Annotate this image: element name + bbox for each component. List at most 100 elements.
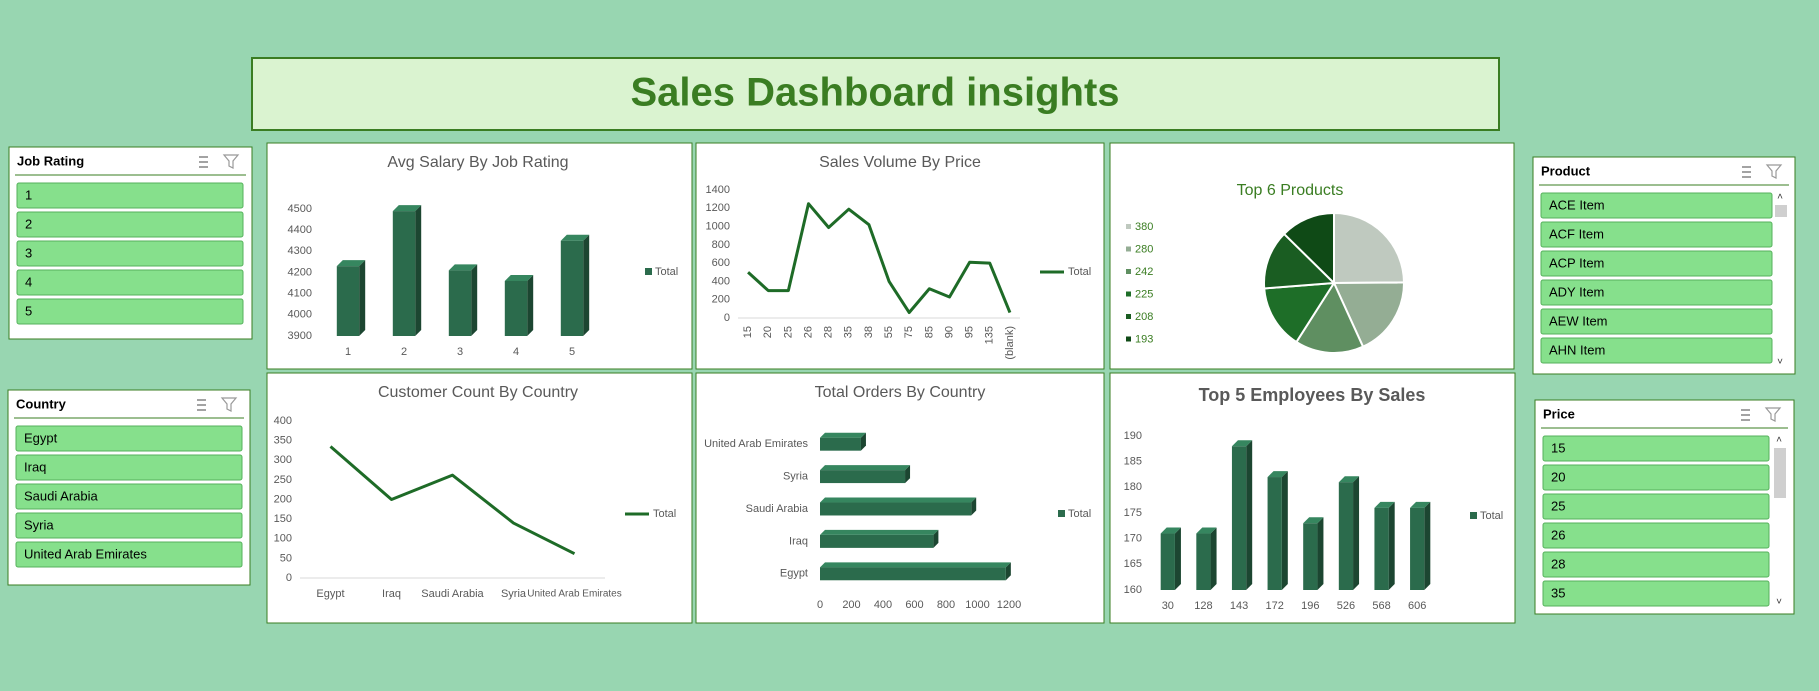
slicer-title: Price	[1543, 406, 1575, 421]
slicer-item[interactable]	[15, 512, 243, 539]
slicer-item-label: 5	[25, 303, 32, 318]
y-tick-label: 4300	[288, 245, 312, 257]
bar	[1196, 533, 1211, 590]
bar-top	[1374, 501, 1395, 508]
slicer-item[interactable]	[16, 240, 244, 267]
chart-title: Customer Count By Country	[378, 384, 578, 401]
y-tick-label: 1000	[706, 220, 730, 232]
x-tick-label: 15	[742, 326, 754, 338]
legend-marker	[1126, 269, 1131, 274]
slicer-item-label: ACE Item	[1549, 197, 1605, 212]
slicer-item-label: Syria	[24, 517, 54, 532]
y-tick-label: 400	[712, 275, 730, 287]
pie-slice	[1263, 232, 1337, 290]
legend-label: 193	[1135, 333, 1153, 345]
slicer-item[interactable]	[15, 425, 243, 452]
bar-side	[933, 529, 939, 548]
x-tick-label: Syria	[501, 588, 527, 600]
legend-label: Total	[655, 266, 678, 278]
multi-select-button[interactable]	[1735, 163, 1753, 181]
y-tick-label: 400	[274, 415, 292, 427]
x-tick-label: 3	[457, 346, 463, 358]
slicer-item[interactable]	[1542, 464, 1770, 491]
y-tick-label: 4400	[288, 224, 312, 236]
slicer-item[interactable]	[16, 182, 244, 209]
slicer-item-label: Egypt	[24, 430, 58, 445]
bar-top	[504, 274, 534, 281]
slicer-item-label: ADY Item	[1549, 284, 1604, 299]
slicer-item[interactable]	[1542, 493, 1770, 520]
x-tick-label: 200	[842, 599, 860, 611]
y-tick-label: 3900	[288, 330, 312, 342]
y-tick-label: 250	[274, 474, 292, 486]
multi-select-button[interactable]	[190, 396, 208, 414]
clear-filter-button[interactable]	[1765, 164, 1783, 179]
slicer-item[interactable]	[1540, 192, 1773, 219]
scroll-down: ˅	[1776, 597, 1782, 608]
slicer-item[interactable]	[16, 211, 244, 238]
clear-filter-button[interactable]	[1764, 407, 1782, 422]
bar-side	[415, 205, 422, 336]
bar-top	[1160, 527, 1181, 534]
slicer-item-label: 20	[1551, 469, 1565, 484]
y-tick-label: 4000	[288, 309, 312, 321]
scroll-down: ˅	[1777, 357, 1783, 368]
slicer-item[interactable]	[1540, 279, 1773, 306]
multi-select-button[interactable]	[192, 153, 210, 171]
clear-filter-button[interactable]	[222, 154, 240, 169]
x-tick-label: Saudi Arabia	[421, 588, 484, 600]
slicer-item[interactable]	[1542, 522, 1770, 549]
slicer-item-label: AHN Item	[1549, 342, 1605, 357]
slicer-item[interactable]	[1542, 435, 1770, 462]
x-tick-label: 4	[513, 346, 519, 358]
x-tick-label: 196	[1301, 600, 1319, 612]
y-tick-label: 165	[1124, 558, 1142, 570]
slicer-item[interactable]	[1542, 551, 1770, 578]
scroll-thumb[interactable]	[1774, 448, 1786, 498]
bar-top	[448, 264, 478, 271]
x-tick-label: Iraq	[382, 588, 401, 600]
y-tick-label: 50	[280, 552, 292, 564]
slicer-item[interactable]	[15, 483, 243, 510]
x-tick-label: 35	[843, 326, 855, 338]
bar	[820, 437, 861, 451]
slicer-item[interactable]	[16, 298, 244, 325]
slicer-item[interactable]	[16, 269, 244, 296]
x-tick-label: 400	[874, 599, 892, 611]
x-tick-label: 606	[1408, 600, 1426, 612]
y-tick-label: 200	[274, 493, 292, 505]
slicer-item-label: 15	[1551, 440, 1565, 455]
slicer-item-label: AEW Item	[1549, 313, 1608, 328]
y-tick-label: 190	[1124, 430, 1142, 442]
slicer-item-label: 2	[25, 216, 32, 231]
line-series	[747, 202, 1012, 315]
multi-select-button[interactable]	[1734, 406, 1752, 424]
scroll-thumb[interactable]	[1775, 205, 1787, 217]
slicer-item[interactable]	[1542, 580, 1770, 607]
slicer-item[interactable]	[1540, 221, 1773, 248]
x-tick-label: 1000	[965, 599, 989, 611]
y-tick-label: Egypt	[780, 568, 808, 580]
slicer-item-label: 25	[1551, 498, 1565, 513]
y-tick-label: 175	[1124, 507, 1142, 519]
slicer-item[interactable]	[1540, 250, 1773, 277]
line-series	[329, 445, 576, 556]
bar-top	[820, 432, 866, 438]
slicer-item[interactable]	[15, 541, 243, 568]
y-tick-label: 100	[274, 533, 292, 545]
slicer-item[interactable]	[1540, 337, 1773, 364]
y-tick-label: Saudi Arabia	[746, 503, 809, 515]
bar-top	[336, 260, 366, 267]
legend-label: 208	[1135, 311, 1153, 323]
clear-filter-button[interactable]	[220, 397, 238, 412]
legend-label: 225	[1135, 288, 1153, 300]
bar-top	[1338, 476, 1360, 483]
x-tick-label: 85	[923, 326, 935, 338]
y-tick-label: 800	[712, 239, 730, 251]
chart-panel	[266, 142, 693, 370]
slicer-item[interactable]	[15, 454, 243, 481]
scroll-up: ˄	[1777, 192, 1783, 203]
y-tick-label: 4200	[288, 266, 312, 278]
y-tick-label: Iraq	[789, 535, 808, 547]
slicer-item[interactable]	[1540, 308, 1773, 335]
